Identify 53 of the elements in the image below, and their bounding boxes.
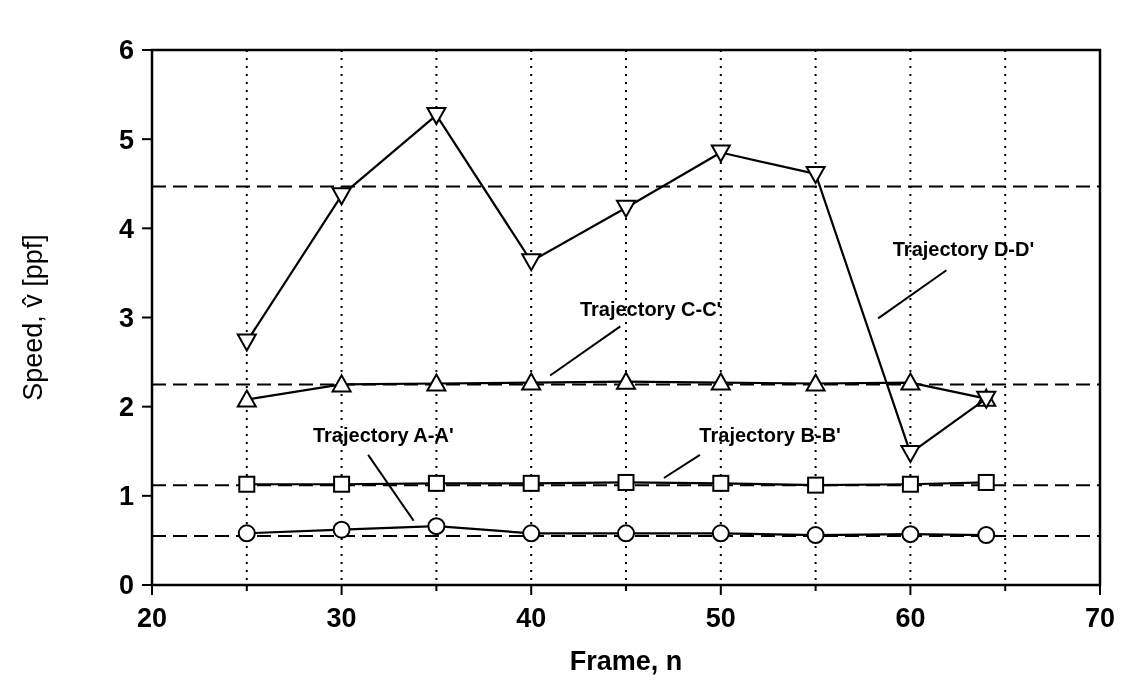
point — [426, 373, 447, 392]
x-tick-label: 20 — [136, 603, 168, 633]
y-tick-label: 4 — [118, 213, 134, 244]
point — [900, 372, 921, 391]
x-tick-label: 40 — [516, 603, 547, 633]
point — [238, 475, 256, 493]
point — [901, 475, 919, 493]
point — [807, 476, 825, 494]
point — [522, 524, 541, 543]
point — [977, 473, 995, 491]
point — [427, 517, 446, 536]
x-tick-label: 30 — [326, 603, 357, 633]
point — [237, 524, 256, 543]
point — [521, 372, 542, 391]
annotation: Trajectory B-B' — [699, 424, 841, 447]
x-tick-label: 70 — [1084, 603, 1116, 633]
point — [616, 371, 636, 390]
point — [426, 107, 447, 126]
point — [617, 524, 635, 543]
y-tick-label: 2 — [118, 392, 134, 423]
point — [331, 374, 352, 393]
y-tick-label: 5 — [118, 124, 134, 155]
point — [977, 526, 996, 545]
y-axis-title: Speed, v̂ [ppf] — [18, 234, 48, 401]
point — [522, 474, 540, 492]
point — [805, 373, 826, 392]
point — [900, 445, 921, 464]
annotation: Trajectory A-A' — [312, 424, 454, 447]
x-tick-label: 60 — [895, 603, 926, 633]
point — [616, 199, 636, 218]
point — [427, 474, 445, 492]
y-tick-label: 6 — [118, 35, 134, 66]
y-tick-label: 1 — [118, 481, 134, 512]
point — [805, 165, 826, 184]
point — [521, 253, 542, 272]
point — [331, 187, 352, 206]
point — [712, 474, 730, 492]
point — [236, 389, 257, 408]
x-axis-title: Frame, n — [569, 646, 683, 676]
point — [901, 525, 920, 544]
point — [332, 520, 351, 539]
x-tick-label: 50 — [705, 603, 736, 633]
point — [333, 475, 351, 493]
annotation: Trajectory C-C' — [579, 298, 722, 321]
point — [710, 144, 731, 163]
point — [236, 333, 257, 352]
point — [710, 372, 731, 391]
y-tick-label: 3 — [118, 302, 134, 333]
point — [617, 473, 635, 491]
point — [711, 524, 730, 543]
y-tick-label: 0 — [118, 570, 134, 601]
point — [806, 526, 825, 545]
annotation: Trajectory D-D' — [892, 237, 1035, 260]
